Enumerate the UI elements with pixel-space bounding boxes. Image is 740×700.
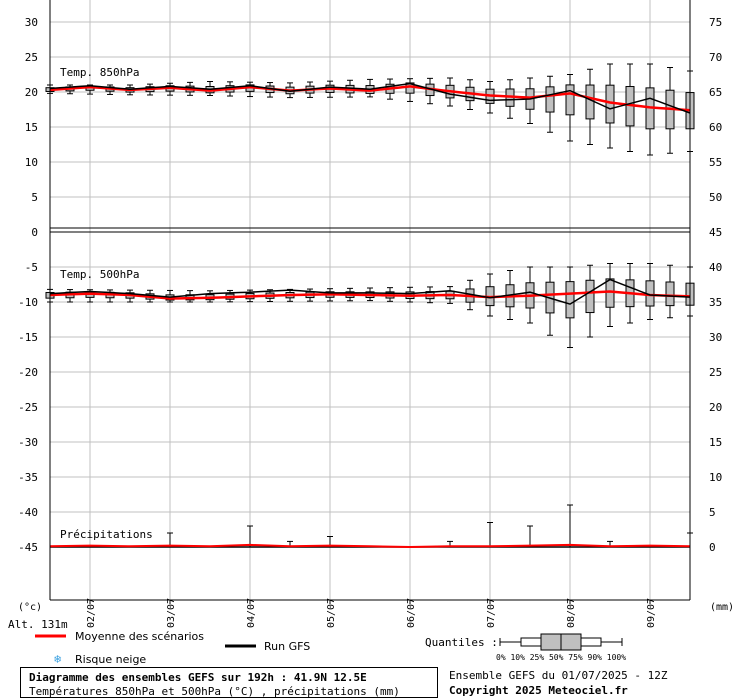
mean-line: [49, 290, 691, 300]
left-tick-label: 25: [25, 51, 38, 64]
left-tick-label: 20: [25, 86, 38, 99]
quantile-box: [545, 86, 555, 113]
right-tick-label: 45: [709, 226, 722, 239]
altitude-label: Alt. 131m: [8, 618, 68, 631]
left-tick-label: -15: [18, 331, 38, 344]
run-line: [49, 82, 691, 114]
left-tick-label: 30: [25, 16, 38, 29]
panel-label-850: Temp. 850hPa: [60, 66, 139, 79]
right-tick-label: 40: [709, 261, 722, 274]
left-tick-label: -35: [18, 471, 38, 484]
left-unit: (°c): [18, 602, 42, 613]
x-tick-label: 04/07: [246, 598, 257, 628]
x-tick-label: 03/07: [166, 598, 177, 628]
snow-icon: ❄: [54, 652, 61, 666]
left-tick-label: -45: [18, 541, 38, 554]
ensemble-boxes: [45, 82, 695, 319]
footer-box: Diagramme des ensembles GEFS sur 192h : …: [20, 667, 438, 698]
series-lines: [49, 82, 691, 549]
panel-label-precip: Précipitations: [60, 528, 153, 541]
left-tick-label: 0: [31, 226, 38, 239]
left-tick-label: -40: [18, 506, 38, 519]
left-tick-label: -5: [25, 261, 38, 274]
legend-snow-label: Risque neige: [75, 653, 146, 666]
right-tick-label: 75: [709, 16, 722, 29]
left-tick-label: -25: [18, 401, 38, 414]
quantile-box: [565, 84, 575, 116]
right-tick-label: 60: [709, 121, 722, 134]
x-tick-label: 05/07: [326, 598, 337, 628]
x-tick-label: 09/07: [646, 598, 657, 628]
right-tick-label: 15: [709, 436, 722, 449]
quantile-box: [665, 281, 675, 307]
quantile-box: [585, 279, 595, 314]
left-tick-label: 5: [31, 191, 38, 204]
run-info: Ensemble GEFS du 01/07/2025 - 12Z: [449, 669, 668, 682]
right-tick-label: 20: [709, 401, 722, 414]
legend-run-label: Run GFS: [264, 640, 310, 653]
left-tick-label: 15: [25, 121, 38, 134]
right-tick-label: 70: [709, 51, 722, 64]
quantile-box: [585, 84, 595, 120]
footer-title: Diagramme des ensembles GEFS sur 192h : …: [29, 671, 367, 684]
left-tick-label: -10: [18, 296, 38, 309]
right-unit: (mm): [710, 602, 734, 613]
left-tick-label: -20: [18, 366, 38, 379]
x-tick-label: 06/07: [406, 598, 417, 628]
left-tick-label: -30: [18, 436, 38, 449]
ensemble-spread: [47, 63, 693, 547]
right-tick-label: 50: [709, 191, 722, 204]
run-line: [49, 278, 691, 305]
quantiles-ticks: 0% 10% 25% 50% 75% 90% 100%: [496, 653, 626, 662]
axes: [49, 0, 691, 604]
precip-mean-line: [49, 543, 691, 549]
legend-mean-label: Moyenne des scénarios: [75, 630, 204, 643]
right-tick-label: 65: [709, 86, 722, 99]
quantiles-legend-box: [499, 633, 623, 651]
right-tick-label: 10: [709, 471, 722, 484]
x-tick-label: 08/07: [566, 598, 577, 628]
right-tick-label: 30: [709, 331, 722, 344]
right-tick-label: 25: [709, 366, 722, 379]
right-tick-label: 55: [709, 156, 722, 169]
quantile-box: [565, 281, 575, 319]
right-tick-label: 0: [709, 541, 716, 554]
right-tick-label: 5: [709, 506, 716, 519]
right-tick-label: 35: [709, 296, 722, 309]
x-tick-label: 02/07: [86, 598, 97, 628]
footer-subtitle: Températures 850hPa et 500hPa (°C) , pré…: [29, 685, 400, 698]
quantile-box: [605, 278, 615, 308]
x-tick-label: 07/07: [486, 598, 497, 628]
quantiles-label: Quantiles :: [425, 636, 498, 649]
copyright: Copyright 2025 Meteociel.fr: [449, 684, 628, 697]
left-tick-label: 10: [25, 156, 38, 169]
panel-label-500: Temp. 500hPa: [60, 268, 139, 281]
tick-labels: 02/07 03/07 04/07 05/07 06/07 07/07 08/07 09/07…: [18, 16, 722, 628]
